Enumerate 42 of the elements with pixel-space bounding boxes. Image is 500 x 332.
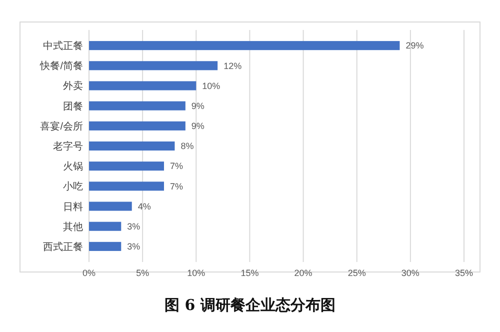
x-tick-label: 5%: [136, 268, 150, 278]
y-tick-label: 快餐/简餐: [39, 60, 83, 72]
bar: [89, 81, 196, 90]
data-label: 8%: [180, 141, 194, 152]
bar: [89, 101, 186, 110]
bar: [89, 121, 186, 130]
bar: [89, 61, 218, 70]
x-tick-label: 15%: [240, 268, 259, 278]
bar: [89, 222, 122, 231]
data-label: 10%: [202, 80, 220, 91]
y-tick-label: 火锅: [63, 160, 83, 173]
data-label: 4%: [138, 201, 151, 212]
data-label: 9%: [191, 100, 204, 111]
data-label: 3%: [127, 242, 140, 252]
y-tick-label: 老字号: [53, 140, 83, 152]
text: 图 6 调研餐企业态分布图: [164, 296, 336, 314]
bar: [89, 162, 164, 171]
x-tick-label: 25%: [348, 268, 366, 278]
y-tick-label: 日料: [63, 200, 83, 213]
data-label: 3%: [127, 221, 140, 232]
bar: [89, 182, 164, 191]
y-tick-label: 西式正餐: [43, 240, 83, 253]
x-tick-label: 30%: [401, 268, 420, 278]
data-label: 7%: [170, 161, 184, 172]
y-tick-label: 喜宴/会所: [40, 120, 83, 132]
x-tick-label: 20%: [294, 268, 312, 278]
x-tick-label: 0%: [82, 268, 96, 278]
y-tick-label: 其他: [63, 220, 83, 233]
data-label: 7%: [170, 181, 184, 192]
bar: [89, 202, 132, 211]
data-label: 9%: [191, 121, 204, 132]
y-tick-label: 团餐: [63, 100, 83, 112]
bar: [89, 141, 175, 151]
bar: [89, 41, 400, 50]
data-label: 12%: [224, 60, 242, 71]
y-tick-label: 外卖: [63, 80, 83, 92]
bar: [89, 242, 122, 251]
x-tick-label: 35%: [454, 268, 474, 278]
x-tick-label: 10%: [187, 268, 206, 278]
data-label: 29%: [406, 40, 424, 51]
y-tick-label: 小吃: [63, 180, 83, 193]
y-tick-label: 中式正餐: [43, 40, 83, 52]
